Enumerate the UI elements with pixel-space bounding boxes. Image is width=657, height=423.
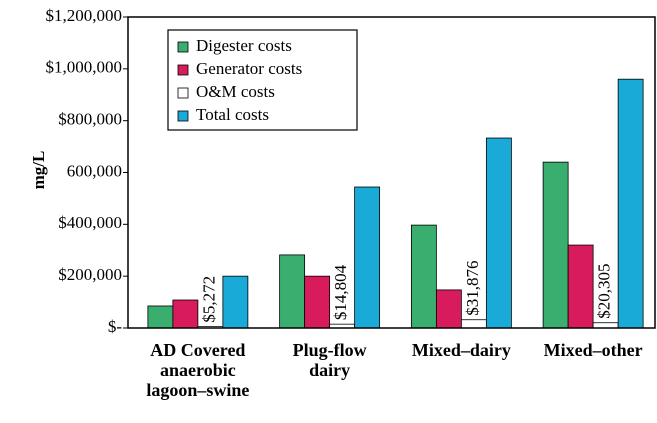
y-tick-label: 600,000 xyxy=(67,161,122,180)
y-tick-label: $1,000,000 xyxy=(46,58,123,77)
legend-label: Generator costs xyxy=(196,59,302,78)
bar xyxy=(410,224,437,329)
legend-label: Total costs xyxy=(196,105,269,124)
data-label: $14,804 xyxy=(331,264,350,320)
bar xyxy=(354,186,381,329)
data-label: $31,876 xyxy=(463,260,482,315)
plot-frame xyxy=(127,16,656,329)
legend-label: O&M costs xyxy=(196,82,275,101)
y-tick-label: $1,200,000 xyxy=(46,6,123,25)
bar xyxy=(567,244,594,329)
bar xyxy=(304,275,331,329)
bar xyxy=(542,161,569,329)
y-tick-label: $- xyxy=(108,317,123,336)
data-label: $5,272 xyxy=(199,276,218,323)
bar xyxy=(222,275,249,329)
bar xyxy=(279,254,306,329)
y-tick-label: $200,000 xyxy=(58,265,122,284)
legend-swatch xyxy=(177,110,189,122)
legend-swatch xyxy=(177,87,189,99)
legend-box xyxy=(167,29,358,131)
data-label: $20,305 xyxy=(595,263,614,318)
y-tick-label: $400,000 xyxy=(58,213,122,232)
x-tick-label: Mixed–dairy xyxy=(411,340,511,360)
legend-swatch xyxy=(177,64,189,76)
bar xyxy=(485,137,512,329)
bar xyxy=(617,78,644,329)
bar xyxy=(460,319,487,329)
bar xyxy=(592,322,619,329)
bar xyxy=(147,305,174,329)
x-tick-label: Mixed–other xyxy=(543,340,643,360)
legend-label: Digester costs xyxy=(196,36,292,55)
y-tick-label: $800,000 xyxy=(58,110,122,129)
y-axis-label: mg/L xyxy=(29,151,48,190)
bar xyxy=(435,289,462,329)
bar xyxy=(172,299,199,329)
x-tick-label: Plug-flow dairy xyxy=(292,340,367,380)
legend-swatch xyxy=(177,41,189,53)
x-tick-label: AD Covered anaerobic lagoon–swine xyxy=(146,340,250,400)
